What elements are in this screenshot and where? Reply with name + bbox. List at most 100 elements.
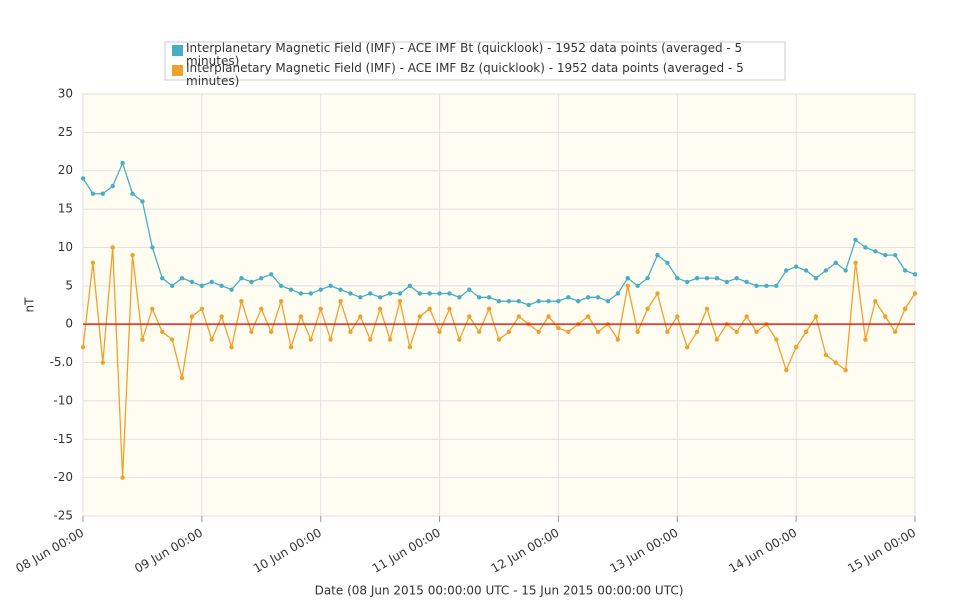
data-point <box>605 298 611 304</box>
data-point <box>150 245 155 250</box>
y-tick-label: -5.0 <box>50 355 73 369</box>
data-point <box>427 306 432 312</box>
data-point <box>318 306 323 312</box>
data-point <box>526 302 531 308</box>
data-point <box>457 295 462 300</box>
data-point <box>784 268 789 273</box>
data-point <box>675 275 680 281</box>
data-point <box>566 329 571 335</box>
data-point <box>199 306 205 312</box>
data-point <box>447 291 452 296</box>
data-point <box>160 329 165 335</box>
plot-area <box>82 93 916 517</box>
data-point <box>189 279 195 285</box>
data-point <box>615 291 621 296</box>
data-point <box>892 329 898 335</box>
data-point <box>249 329 254 335</box>
y-tick-label: -20 <box>53 470 73 484</box>
data-point <box>377 306 383 312</box>
data-point <box>853 260 858 265</box>
data-point <box>873 298 878 304</box>
data-point <box>229 287 234 292</box>
data-point <box>803 329 809 335</box>
data-point <box>476 295 482 300</box>
data-point <box>536 329 541 335</box>
data-point <box>912 291 918 296</box>
x-tick-label: 11 Jun 00:00 <box>370 526 443 576</box>
x-tick-label: 09 Jun 00:00 <box>132 526 205 576</box>
data-point <box>348 291 353 296</box>
data-point <box>80 345 86 350</box>
data-point <box>813 275 819 281</box>
data-point <box>585 314 591 319</box>
data-point <box>368 337 373 342</box>
legend-swatch <box>172 45 183 56</box>
data-point <box>546 314 551 319</box>
data-point <box>734 329 739 335</box>
y-tick-label: -25 <box>53 509 73 523</box>
data-point <box>486 295 492 300</box>
data-point <box>476 329 482 335</box>
data-point <box>199 283 205 289</box>
data-point <box>595 329 601 335</box>
data-point <box>536 298 541 304</box>
data-point <box>546 298 551 304</box>
data-point <box>110 245 115 250</box>
data-point <box>348 329 353 335</box>
data-point <box>397 291 403 296</box>
y-tick-label: 5 <box>65 278 73 292</box>
x-tick-label: 15 Jun 00:00 <box>845 526 918 576</box>
data-point <box>377 295 383 300</box>
x-tick-label: 10 Jun 00:00 <box>251 526 324 576</box>
data-point <box>764 283 769 289</box>
y-tick-label: -10 <box>53 393 73 407</box>
data-point <box>506 298 512 304</box>
data-point <box>516 298 522 304</box>
data-point <box>754 283 759 289</box>
legend <box>164 41 786 81</box>
data-point <box>298 314 304 319</box>
y-tick-label: 0 <box>65 317 73 331</box>
data-point <box>437 291 442 296</box>
data-point <box>328 337 333 342</box>
data-point <box>675 314 680 319</box>
data-point <box>665 329 670 335</box>
legend-entry: Interplanetary Magnetic Field (IMF) - AC… <box>186 62 744 88</box>
y-tick-label: 25 <box>58 125 73 139</box>
data-point <box>635 329 640 335</box>
data-point <box>585 295 591 300</box>
data-point <box>912 272 918 277</box>
data-point <box>863 337 868 342</box>
y-axis-title: nT <box>23 297 37 313</box>
data-point <box>80 176 86 181</box>
data-point <box>268 329 274 335</box>
data-point <box>259 306 264 312</box>
data-point <box>338 287 343 292</box>
data-point <box>288 287 294 292</box>
data-point <box>774 337 779 342</box>
data-point <box>714 275 720 281</box>
data-point <box>655 252 660 258</box>
data-point <box>516 314 522 319</box>
data-point <box>179 275 185 281</box>
data-point <box>427 291 432 296</box>
data-point <box>328 283 333 289</box>
data-point <box>704 306 710 312</box>
data-point <box>219 283 224 289</box>
data-point <box>873 249 878 254</box>
x-axis-title: Date (08 Jun 2015 00:00:00 UTC - 15 Jun … <box>315 584 684 598</box>
data-point <box>714 337 720 342</box>
data-point <box>397 298 403 304</box>
data-point <box>684 345 690 350</box>
data-point <box>288 345 294 350</box>
data-point <box>368 291 373 296</box>
data-point <box>892 252 898 258</box>
data-point <box>308 337 314 342</box>
data-point <box>645 275 650 281</box>
data-point <box>902 306 908 312</box>
data-point <box>239 275 244 281</box>
x-tick-label: 08 Jun 00:00 <box>13 526 86 576</box>
data-point <box>229 345 234 350</box>
data-point <box>338 298 343 304</box>
data-point <box>744 279 749 285</box>
